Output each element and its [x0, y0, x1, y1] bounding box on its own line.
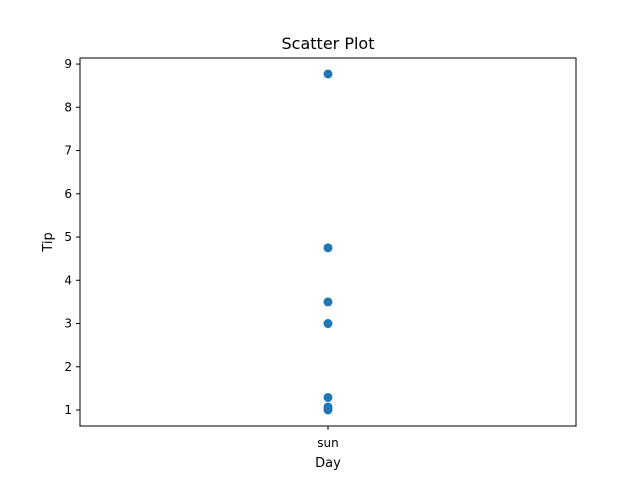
y-tick-label: 9 — [64, 57, 72, 71]
y-tick-label: 6 — [64, 187, 72, 201]
y-tick-label: 1 — [64, 403, 72, 417]
y-tick-label: 3 — [64, 317, 72, 331]
data-point — [323, 319, 333, 329]
plot-frame — [79, 57, 577, 427]
x-axis-label: Day — [315, 456, 341, 471]
data-point — [323, 392, 333, 402]
data-point — [323, 297, 333, 307]
data-point — [323, 69, 333, 79]
y-axis-label: Tip — [41, 232, 56, 252]
y-axis: 1 2 3 4 5 6 7 8 9 — [64, 57, 80, 417]
data-point — [323, 243, 333, 253]
y-tick-label: 8 — [64, 100, 72, 114]
y-tick-label: 5 — [64, 230, 72, 244]
y-tick-label: 2 — [64, 360, 72, 374]
y-tick-label: 4 — [64, 273, 72, 287]
x-tick-label: sun — [317, 436, 338, 450]
x-axis: sun — [317, 426, 339, 450]
plot-area — [79, 57, 577, 427]
data-points — [323, 69, 333, 415]
chart-title: Scatter Plot — [282, 34, 375, 53]
data-point — [323, 405, 333, 415]
y-tick-label: 7 — [64, 144, 72, 158]
